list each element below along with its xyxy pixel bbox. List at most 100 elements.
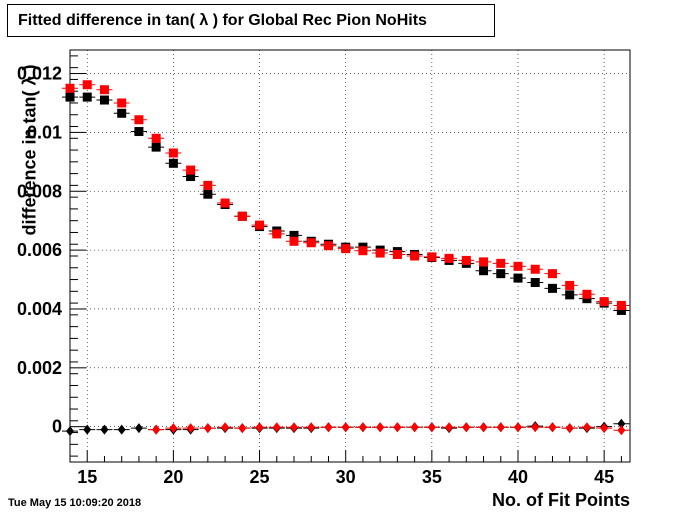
data-point: [65, 83, 75, 93]
data-series: [62, 80, 630, 437]
data-point: [238, 423, 247, 434]
data-point: [375, 248, 385, 258]
data-point: [117, 108, 127, 118]
data-point: [289, 230, 299, 240]
data-point: [600, 423, 609, 434]
data-point: [617, 425, 626, 436]
data-point: [324, 422, 333, 433]
data-point: [152, 424, 161, 435]
plot-frame: [69, 49, 631, 463]
data-point: [445, 422, 454, 433]
series-1: [62, 92, 630, 315]
chart-title: Fitted difference in tan( λ ) for Global…: [7, 4, 495, 37]
data-point: [565, 280, 575, 290]
data-point: [66, 426, 74, 437]
data-point: [186, 172, 196, 182]
data-point: [203, 180, 213, 190]
data-point: [255, 220, 265, 230]
data-point: [479, 266, 489, 276]
grid-lines: [70, 50, 630, 462]
data-point: [272, 229, 282, 239]
x-tick-label: 25: [250, 467, 270, 487]
data-point: [134, 127, 144, 137]
data-point: [530, 277, 540, 287]
data-point: [617, 418, 626, 429]
y-tick-labels: 0 0.002 0.004 0.006 0.008 0.01 0.012: [17, 64, 62, 437]
data-point: [99, 95, 109, 105]
data-point: [410, 251, 420, 261]
data-point: [151, 142, 161, 152]
data-point: [307, 422, 316, 433]
data-point: [479, 257, 489, 267]
x-axis-label: No. of Fit Points: [492, 490, 630, 510]
data-point: [496, 258, 506, 268]
y-tick-label: 0: [52, 417, 62, 437]
data-point: [65, 92, 75, 102]
data-point: [479, 422, 488, 433]
data-point: [203, 423, 212, 434]
x-tick-label: 30: [336, 467, 356, 487]
data-point: [514, 422, 522, 433]
y-axis-label: difference in tan( λ ): [19, 64, 40, 236]
data-point: [616, 305, 626, 315]
data-point: [221, 422, 230, 433]
axis-ticks: [69, 55, 622, 462]
data-point: [186, 423, 195, 434]
data-point: [410, 422, 419, 433]
series-4: [148, 422, 630, 436]
data-point: [393, 422, 402, 433]
data-point: [513, 261, 523, 271]
y-tick-label: 0.008: [17, 181, 62, 201]
data-point: [255, 422, 264, 433]
data-point: [289, 236, 299, 246]
data-point: [616, 300, 626, 310]
y-tick-label: 0.006: [17, 240, 62, 260]
data-point: [496, 422, 505, 433]
data-point: [462, 422, 471, 433]
data-point: [306, 238, 316, 248]
x-tick-labels: 15 20 25 30 35 40 45: [77, 467, 614, 487]
data-point: [358, 246, 368, 256]
data-point: [220, 198, 230, 208]
y-tick-label: 0.004: [17, 299, 62, 319]
y-tick-label: 0.01: [27, 122, 62, 142]
data-point: [530, 264, 540, 274]
y-tick-label: 0.012: [17, 64, 62, 84]
x-tick-label: 45: [594, 467, 614, 487]
data-point: [461, 255, 471, 265]
data-point: [444, 253, 454, 263]
data-point: [237, 211, 247, 221]
data-point: [83, 424, 92, 435]
data-point: [151, 133, 161, 143]
data-point: [168, 158, 178, 168]
data-point: [323, 241, 333, 251]
data-point: [582, 289, 592, 299]
data-point: [565, 290, 575, 300]
data-point: [100, 424, 109, 435]
data-point: [134, 115, 144, 125]
data-point: [168, 148, 178, 158]
data-point: [392, 250, 402, 260]
data-point: [290, 422, 298, 433]
data-point: [358, 422, 367, 433]
data-point: [513, 273, 523, 283]
x-tick-label: 40: [508, 467, 528, 487]
data-point: [134, 423, 143, 434]
data-point: [565, 423, 574, 434]
data-point: [599, 297, 609, 307]
y-tick-label: 0.002: [17, 358, 62, 378]
data-point: [582, 422, 591, 433]
data-point: [117, 424, 126, 435]
x-tick-label: 20: [163, 467, 183, 487]
data-point: [117, 98, 127, 108]
data-point: [169, 423, 178, 434]
data-point: [496, 269, 506, 279]
data-point: [82, 92, 92, 102]
data-point: [99, 85, 109, 95]
data-point: [341, 244, 351, 254]
data-point: [82, 80, 92, 90]
series-2: [62, 80, 630, 310]
chart-title-text: Fitted difference in tan( λ ) for Global…: [18, 11, 427, 29]
data-point: [548, 422, 557, 433]
